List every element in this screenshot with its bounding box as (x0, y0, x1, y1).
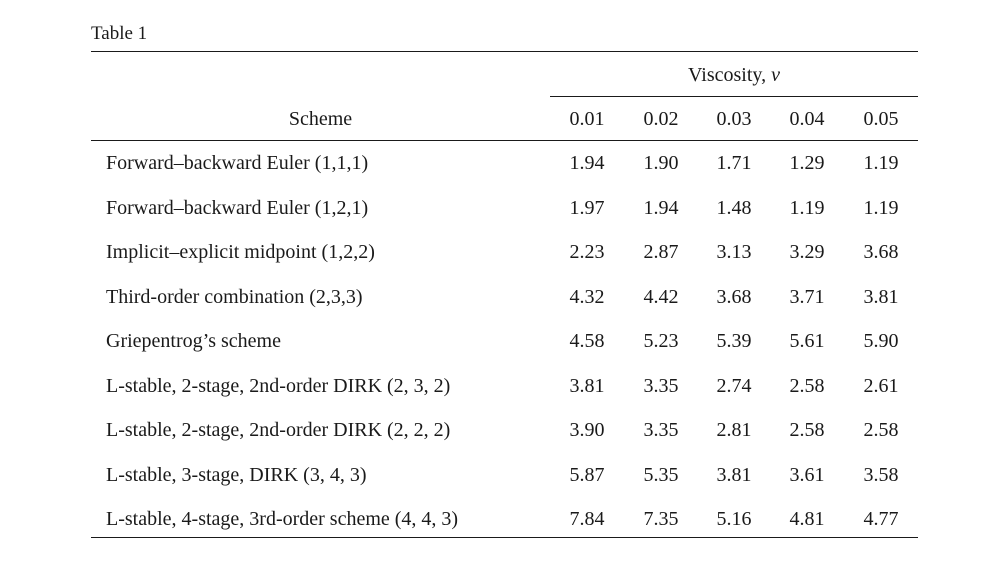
column-header-3: 0.04 (789, 108, 825, 130)
value-cell: 4.77 (863, 508, 899, 530)
viscosity-label: Viscosity, (688, 64, 767, 86)
table-row: Griepentrog’s scheme 4.58 5.23 5.39 5.61 5.90 (0, 326, 991, 356)
value-cell: 3.71 (789, 285, 825, 308)
value-cell: 3.35 (643, 419, 679, 441)
value-cell: 7.84 (569, 508, 605, 530)
value-cell: 5.87 (569, 463, 605, 486)
table-row: Forward–backward Euler (1,1,1) 1.94 1.90 1.… (0, 148, 991, 178)
table-row: L-stable, 3-stage, DIRK (3, 4, 3) 5.87 5.3… (0, 460, 991, 490)
bottom-rule (91, 537, 918, 538)
scheme-name-cell: Implicit–explicit midpoint (1,2,2) (106, 241, 375, 263)
value-cell: 3.68 (716, 285, 752, 308)
value-cell: 3.68 (863, 241, 899, 263)
value-cell: 2.61 (863, 374, 899, 397)
scheme-column-header: Scheme (288, 108, 353, 130)
value-cell: 5.90 (863, 330, 899, 352)
value-cell: 2.58 (863, 419, 899, 441)
value-cell: 5.16 (716, 508, 752, 530)
value-cell: 3.81 (863, 285, 899, 308)
value-cell: 3.81 (716, 463, 752, 486)
table-row: Forward–backward Euler (1,2,1) 1.97 1.94 1.… (0, 193, 991, 223)
value-cell: 4.32 (569, 285, 605, 308)
table-row: Implicit–explicit midpoint (1,2,2) 2.23 2.… (0, 237, 991, 267)
value-cell: 2.58 (789, 374, 825, 397)
value-cell: 4.42 (643, 285, 679, 308)
table-row: L-stable, 2-stage, 2nd-order DIRK (2, 2,… (0, 415, 991, 445)
table-caption: Table 1 (91, 23, 148, 44)
table-row: L-stable, 4-stage, 3rd-order scheme (4, … (0, 504, 991, 534)
scheme-name-cell: Forward–backward Euler (1,2,1) (106, 196, 369, 219)
value-cell: 2.81 (716, 419, 752, 441)
value-cell: 3.90 (569, 419, 605, 441)
value-cell: 2.58 (789, 419, 825, 441)
value-cell: 3.13 (716, 241, 752, 263)
table-row: L-stable, 2-stage, 2nd-order DIRK (2, 3,… (0, 371, 991, 401)
value-cell: 2.74 (716, 374, 752, 397)
value-cell: 1.94 (643, 196, 679, 219)
value-cell: 1.19 (863, 196, 899, 219)
viscosity-symbol: ν (771, 64, 780, 86)
column-header-2: 0.03 (716, 108, 752, 130)
column-header-1: 0.02 (643, 108, 679, 130)
value-cell: 1.71 (716, 152, 752, 174)
scheme-name-cell: L-stable, 2-stage, 2nd-order DIRK (2, 2,… (106, 419, 451, 441)
column-header-0: 0.01 (569, 108, 605, 130)
value-cell: 3.35 (643, 374, 679, 397)
value-cell: 3.58 (863, 463, 899, 486)
scheme-name-cell: Forward–backward Euler (1,1,1) (106, 152, 369, 174)
header-rule (91, 140, 918, 141)
value-cell: 1.29 (789, 152, 825, 174)
column-header-4: 0.05 (863, 108, 899, 130)
value-cell: 1.90 (643, 152, 679, 174)
scheme-name-cell: L-stable, 4-stage, 3rd-order scheme (4, … (106, 508, 459, 530)
value-cell: 1.94 (569, 152, 605, 174)
scheme-name-cell: Third-order combination (2,3,3) (106, 285, 363, 308)
value-cell: 5.35 (643, 463, 679, 486)
scheme-name-cell: L-stable, 3-stage, DIRK (3, 4, 3) (106, 463, 367, 486)
viscosity-subrule (550, 96, 918, 97)
value-cell: 1.48 (716, 196, 752, 219)
value-cell: 7.35 (643, 508, 679, 530)
value-cell: 4.58 (569, 330, 605, 352)
scheme-name-cell: L-stable, 2-stage, 2nd-order DIRK (2, 3,… (106, 374, 451, 397)
value-cell: 4.81 (789, 508, 825, 530)
table-row: Third-order combination (2,3,3) 4.32 4.42 3… (0, 282, 991, 312)
top-rule (91, 51, 918, 52)
value-cell: 5.61 (789, 330, 825, 352)
viscosity-group-header: Viscosity, ν (550, 62, 918, 88)
value-cell: 1.19 (863, 152, 899, 174)
value-cell: 2.87 (643, 241, 679, 263)
value-cell: 2.23 (569, 241, 605, 263)
scheme-name-cell: Griepentrog’s scheme (106, 330, 281, 352)
value-cell: 3.61 (789, 463, 825, 486)
value-cell: 1.97 (569, 196, 605, 219)
value-cell: 5.23 (643, 330, 679, 352)
value-cell: 3.81 (569, 374, 605, 397)
value-cell: 3.29 (789, 241, 825, 263)
value-cell: 5.39 (716, 330, 752, 352)
value-cell: 1.19 (789, 196, 825, 219)
